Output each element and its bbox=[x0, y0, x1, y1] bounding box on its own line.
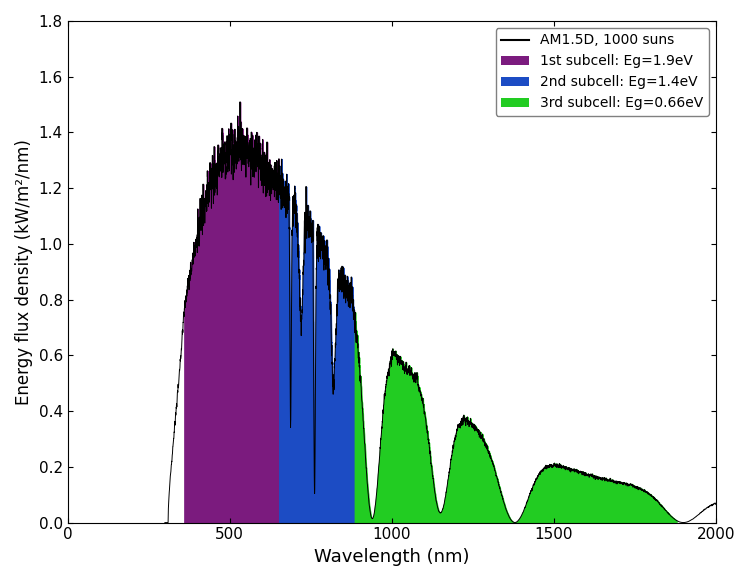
Legend: AM1.5D, 1000 suns, 1st subcell: Eg=1.9eV, 2nd subcell: Eg=1.4eV, 3rd subcell: Eg: AM1.5D, 1000 suns, 1st subcell: Eg=1.9eV… bbox=[496, 28, 709, 116]
Y-axis label: Energy flux density (kW/m²/nm): Energy flux density (kW/m²/nm) bbox=[15, 139, 33, 405]
X-axis label: Wavelength (nm): Wavelength (nm) bbox=[314, 548, 470, 566]
